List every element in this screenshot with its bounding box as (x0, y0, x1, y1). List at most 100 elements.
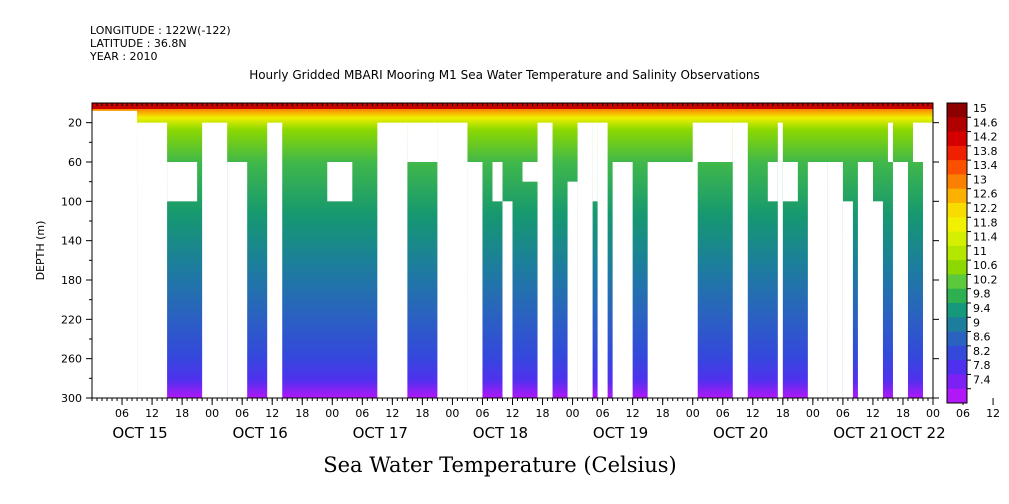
missing-data-region (437, 122, 468, 399)
missing-data-region (267, 122, 283, 399)
colorbar-label: 13 (973, 173, 987, 186)
x-hour-label: 12 (385, 407, 399, 420)
colorbar-swatch (947, 388, 967, 404)
colorbar-label: 11.4 (973, 231, 998, 244)
colorbar-label: 10.2 (973, 273, 998, 286)
colorbar-swatch (947, 360, 967, 375)
x-hour-label: 00 (806, 407, 820, 420)
colorbar-label: 15 (973, 102, 987, 115)
colorbar-swatch (947, 103, 967, 118)
x-hour-label: 18 (776, 407, 790, 420)
x-hour-label: 12 (506, 407, 520, 420)
colorbar-swatch (947, 345, 967, 361)
x-day-label: OCT 16 (232, 424, 287, 442)
x-hour-label: 18 (536, 407, 550, 420)
missing-data-region (777, 122, 783, 399)
colorbar-label: 10.6 (973, 259, 998, 272)
x-day-label: OCT 21 (833, 424, 888, 442)
colorbar-label: 9 (973, 316, 980, 329)
x-hour-label: 00 (205, 407, 219, 420)
plot-area (92, 103, 933, 399)
missing-data-region (857, 162, 873, 398)
missing-data-region (492, 162, 503, 202)
x-hour-label: 18 (415, 407, 429, 420)
x-hour-label: 18 (295, 407, 309, 420)
colorbar-swatch (947, 274, 967, 290)
missing-data-region (202, 122, 228, 399)
missing-data-region (647, 162, 698, 398)
colorbar-label: 9.8 (973, 288, 991, 301)
colorbar-swatch (947, 188, 967, 204)
missing-data-region (892, 162, 908, 398)
y-axis-label: DEPTH (m) (34, 221, 47, 281)
x-hour-label: 00 (926, 407, 940, 420)
colorbar-swatch (947, 331, 967, 347)
missing-data-region (377, 122, 408, 399)
missing-data-region (807, 162, 828, 398)
colorbar-swatch (947, 303, 967, 318)
x-hour-label: 06 (716, 407, 730, 420)
colorbar-swatch (947, 260, 967, 275)
y-tick-label: 260 (61, 353, 82, 366)
colorbar: 1514.614.213.813.41312.612.211.811.41110… (946, 102, 998, 404)
variable-title: Sea Water Temperature (Celsius) (323, 453, 677, 477)
x-hour-label: 12 (866, 407, 880, 420)
missing-data-region (407, 122, 438, 162)
colorbar-label: 13.4 (973, 159, 998, 172)
latitude-label: LATITUDE : 36.8N (90, 37, 187, 50)
x-day-label: OCT 20 (713, 424, 768, 442)
longitude-label: LONGITUDE : 122W(-122) (90, 24, 231, 37)
missing-data-region (827, 162, 843, 398)
missing-data-region (597, 122, 608, 399)
colorbar-label: 8.2 (973, 345, 991, 358)
missing-data-region (922, 122, 933, 399)
colorbar-label: 7.4 (973, 373, 991, 386)
missing-data-region (872, 201, 883, 398)
missing-data-region (502, 201, 513, 398)
missing-data-region (137, 122, 168, 399)
missing-data-region (912, 122, 923, 162)
x-hour-label: 12 (265, 407, 279, 420)
colorbar-swatch (947, 160, 967, 175)
x-hour-label: 18 (656, 407, 670, 420)
x-day-label: OCT 15 (112, 424, 167, 442)
x-hour-label: 06 (596, 407, 610, 420)
missing-data-region (227, 162, 248, 398)
x-hour-label: 06 (836, 407, 850, 420)
y-tick-label: 140 (61, 235, 82, 248)
x-hour-label: 06 (956, 407, 970, 420)
x-hour-label: 00 (325, 407, 339, 420)
colorbar-label: 14.2 (973, 131, 998, 144)
x-hour-label: 12 (986, 407, 1000, 420)
x-hour-label: 06 (475, 407, 489, 420)
colorbar-label: 13.8 (973, 145, 998, 158)
x-hour-label: 00 (686, 407, 700, 420)
y-tick-label: 300 (61, 392, 82, 405)
x-day-label: OCT 18 (473, 424, 528, 442)
colorbar-label: 12.6 (973, 188, 998, 201)
colorbar-swatch (947, 217, 967, 233)
y-tick-label: 60 (68, 156, 82, 169)
missing-data-region (467, 162, 483, 398)
missing-data-region (167, 162, 198, 202)
colorbar-label: 11.8 (973, 216, 998, 229)
y-tick-label: 20 (68, 117, 82, 130)
colorbar-label: 7.8 (973, 359, 991, 372)
missing-data-region (842, 201, 853, 398)
colorbar-swatch (947, 231, 967, 247)
missing-data-region (327, 162, 353, 202)
x-hour-label: 18 (175, 407, 189, 420)
colorbar-label: 8.6 (973, 331, 991, 344)
colorbar-swatch (947, 117, 967, 133)
x-hour-label: 00 (566, 407, 580, 420)
missing-data-region (612, 162, 633, 398)
missing-data-region (567, 181, 578, 398)
missing-data-region (767, 162, 778, 202)
colorbar-label: 12.2 (973, 202, 998, 215)
colorbar-label: 14.6 (973, 116, 998, 129)
x-hour-label: 06 (235, 407, 249, 420)
x-day-label: OCT 17 (353, 424, 408, 442)
missing-data-region (887, 122, 893, 162)
colorbar-frame (946, 102, 968, 404)
